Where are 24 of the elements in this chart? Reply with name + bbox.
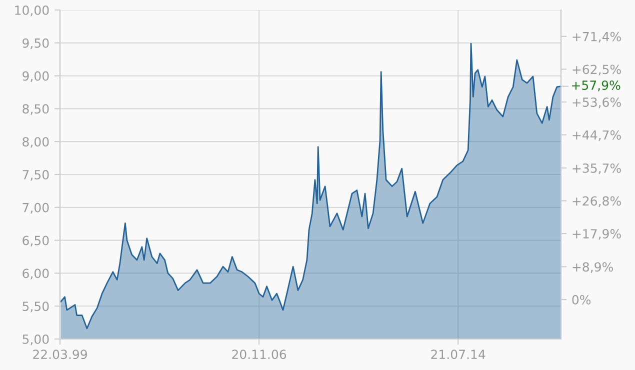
y-tick-label: 5,50: [22, 302, 49, 312]
x-tick-label: 21.07.14: [431, 350, 486, 360]
y-tick-label: 5,00: [22, 334, 49, 346]
y2-tick-label: +53,6%: [572, 97, 621, 108]
y-tick-label: 10,00: [15, 5, 49, 16]
y2-tick-label: +35,7%: [572, 163, 621, 174]
x-tick-label: 20.11.06: [232, 350, 286, 360]
y2-tick-label: 0%: [572, 295, 591, 304]
y2-tick-label: +44,7%: [572, 130, 621, 142]
y-tick-label: 9,50: [22, 38, 49, 50]
y2-tick-label: +17,9%: [572, 229, 621, 240]
y2-tick-label: +8,9%: [572, 262, 613, 273]
y2-tick-label: +62,5%: [572, 64, 621, 76]
y2-tick-label: +71,4%: [572, 32, 621, 43]
y-tick-label: 7,50: [22, 170, 49, 181]
y-tick-label: 6,00: [22, 268, 49, 280]
y2-tick-label: +26,8%: [572, 196, 621, 207]
x-tick-label: 22.03.99: [33, 350, 87, 360]
annotation: +57,9%: [572, 80, 620, 92]
y-tick-label: 8,50: [22, 104, 49, 115]
y-tick-label: 7,00: [22, 202, 49, 214]
y-tick-label: 8,00: [22, 137, 49, 148]
y-tick-label: 6,50: [22, 236, 49, 246]
y-tick-label: 9,00: [22, 71, 49, 82]
